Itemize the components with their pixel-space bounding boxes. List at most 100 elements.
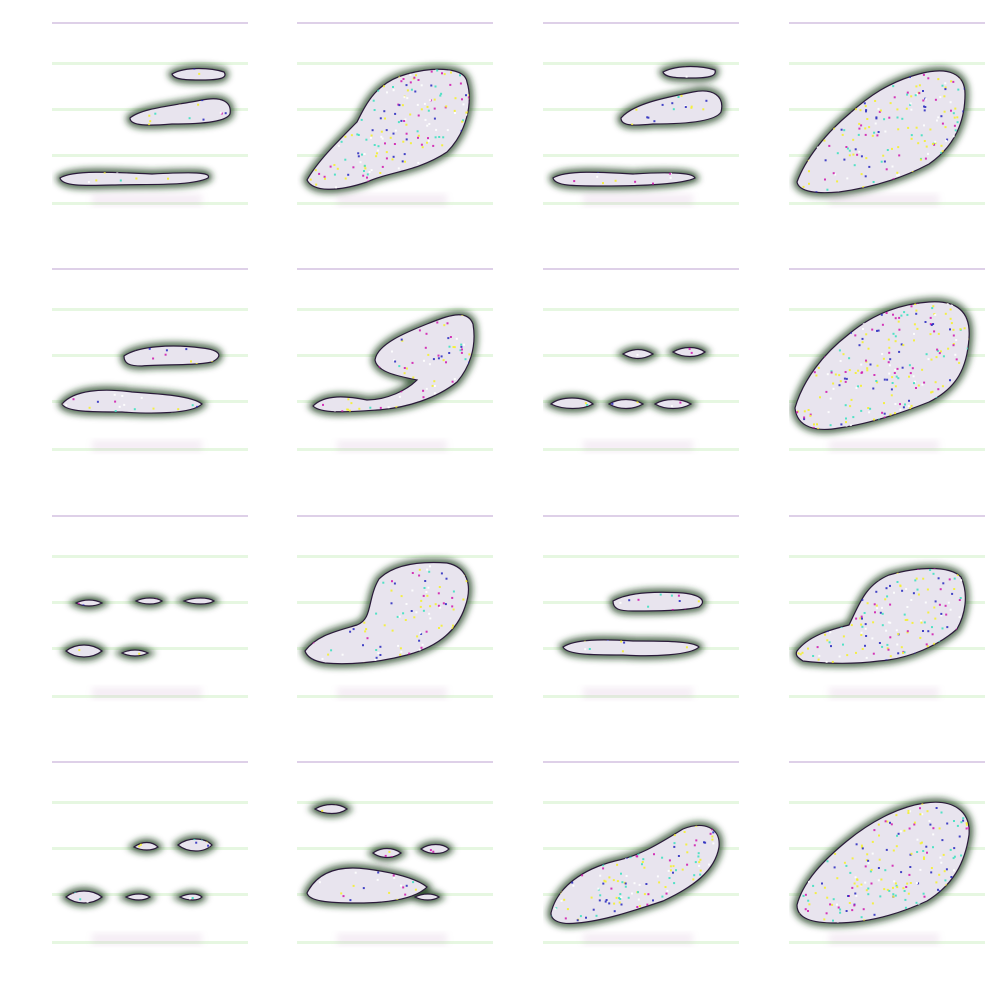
blob-shape — [371, 847, 403, 859]
sample-image — [297, 22, 493, 206]
blob-shape — [653, 398, 693, 410]
artifact-stripe — [789, 62, 985, 65]
sample-image — [789, 761, 985, 945]
sample-tile — [789, 761, 985, 957]
shadow-artifact — [92, 440, 202, 452]
edge-artifact — [543, 268, 739, 270]
shadow-artifact — [583, 933, 693, 945]
blob-shape — [620, 90, 723, 126]
blob-shape — [413, 893, 441, 901]
sample-tile — [52, 22, 248, 218]
blob-shape — [306, 867, 428, 904]
blob-shape — [124, 893, 152, 901]
artifact-stripe — [297, 555, 493, 558]
sample-tile — [297, 515, 493, 711]
sample-tile — [789, 515, 985, 711]
blob-shape — [65, 890, 103, 904]
sample-image — [543, 515, 739, 699]
shadow-artifact — [829, 194, 939, 206]
blob-shape — [65, 644, 103, 658]
blob-shape — [550, 825, 720, 925]
sample-image — [52, 268, 248, 452]
blob-shape — [59, 171, 210, 187]
shadow-artifact — [829, 687, 939, 699]
sample-tile — [52, 515, 248, 711]
sample-tile — [297, 22, 493, 218]
artifact-stripe — [543, 847, 739, 850]
sample-tile — [789, 268, 985, 464]
sample-tile — [543, 268, 739, 464]
shadow-artifact — [583, 687, 693, 699]
shadow-artifact — [583, 440, 693, 452]
artifact-stripe — [297, 62, 493, 65]
edge-artifact — [543, 515, 739, 517]
artifact-stripe — [52, 308, 248, 311]
edge-artifact — [543, 22, 739, 24]
artifact-stripe — [789, 801, 985, 804]
artifact-stripe — [52, 62, 248, 65]
blob-shape — [795, 567, 966, 664]
shadow-artifact — [92, 194, 202, 206]
sample-image — [297, 515, 493, 699]
blob-shape — [182, 597, 216, 605]
sample-image — [543, 22, 739, 206]
blob-speckle — [66, 598, 214, 657]
artifact-stripe — [789, 555, 985, 558]
sample-tile — [297, 268, 493, 464]
shadow-artifact — [829, 440, 939, 452]
artifact-stripe — [543, 308, 739, 311]
blob-halo — [56, 65, 234, 189]
blob-shape — [120, 649, 150, 657]
edge-artifact — [789, 515, 985, 517]
edge-artifact — [52, 268, 248, 270]
edge-artifact — [52, 515, 248, 517]
blob-shape — [549, 397, 595, 410]
sample-image — [297, 761, 493, 945]
sample-tile — [789, 22, 985, 218]
sample-image — [543, 761, 739, 945]
sample-tile — [543, 515, 739, 711]
blob-shape — [129, 98, 231, 126]
blob-shape — [419, 843, 450, 855]
blob-shape — [552, 171, 696, 187]
shadow-artifact — [92, 687, 202, 699]
artifact-stripe — [52, 555, 248, 558]
shadow-artifact — [337, 933, 447, 945]
blob-shape — [607, 398, 645, 410]
edge-artifact — [52, 22, 248, 24]
blob-shape — [796, 801, 970, 924]
edge-artifact — [297, 22, 493, 24]
sample-image — [543, 268, 739, 452]
artifact-stripe — [543, 154, 739, 157]
edge-artifact — [297, 268, 493, 270]
edge-artifact — [789, 22, 985, 24]
shadow-artifact — [337, 194, 447, 206]
shadow-artifact — [337, 440, 447, 452]
blob-shape — [134, 597, 164, 605]
blob-shape — [306, 68, 470, 190]
blob-shape — [612, 591, 704, 612]
sample-tile — [52, 761, 248, 957]
sample-image — [789, 268, 985, 452]
artifact-stripe — [543, 801, 739, 804]
sample-image — [789, 22, 985, 206]
artifact-stripe — [52, 154, 248, 157]
blob-shape — [312, 314, 475, 413]
blob-shape — [671, 346, 707, 358]
shadow-artifact — [583, 194, 693, 206]
artifact-stripe — [52, 801, 248, 804]
shadow-artifact — [337, 687, 447, 699]
shadow-artifact — [92, 933, 202, 945]
edge-artifact — [297, 761, 493, 763]
sample-image — [52, 22, 248, 206]
artifact-stripe — [52, 647, 248, 650]
blob-shape — [794, 301, 970, 430]
blob-shape — [796, 70, 966, 194]
shadow-artifact — [829, 933, 939, 945]
edge-artifact — [52, 761, 248, 763]
sample-tile — [543, 22, 739, 218]
sample-image — [297, 268, 493, 452]
edge-artifact — [789, 761, 985, 763]
edge-artifact — [789, 268, 985, 270]
